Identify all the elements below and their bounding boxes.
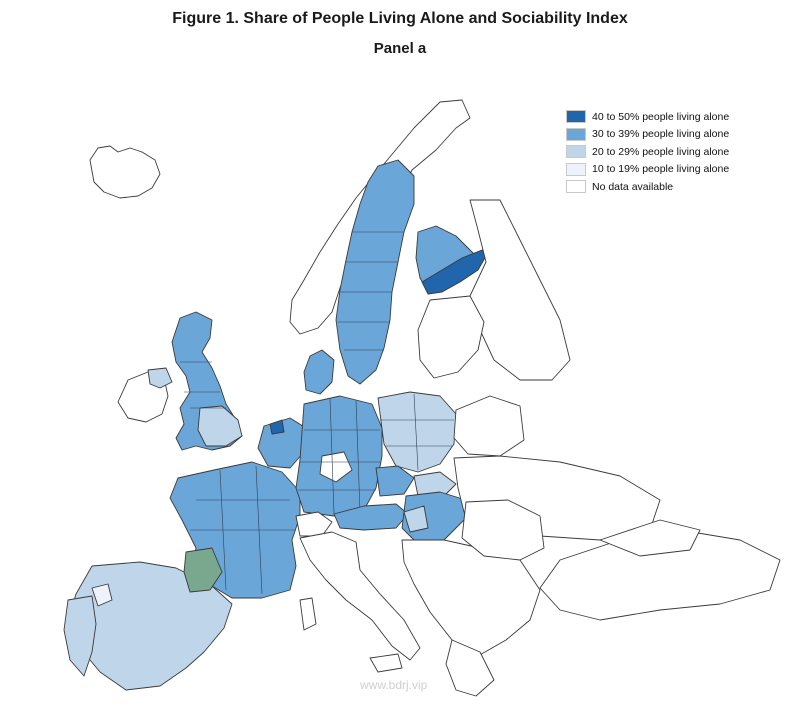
czechia: [375, 465, 415, 497]
legend-item: 30 to 39% people living alone: [566, 126, 729, 144]
switzerland: [295, 511, 333, 537]
sicily: [369, 653, 403, 673]
romania: [461, 499, 545, 561]
hungary-light: [403, 505, 429, 533]
figure-title: Figure 1. Share of People Living Alone a…: [172, 10, 628, 27]
slovakia: [413, 471, 457, 497]
legend-swatch-10-19: [566, 162, 586, 176]
watermark: www.bdrj.vip: [360, 678, 428, 692]
iceland: [89, 145, 161, 199]
benelux: [257, 417, 307, 469]
france-south-west: [183, 547, 223, 593]
northern-ireland: [147, 367, 173, 389]
legend-item: 20 to 29% people living alone: [566, 143, 729, 161]
spain-no-data: [91, 583, 113, 607]
gb-south-east: [197, 405, 243, 447]
sardinia: [299, 597, 317, 631]
netherlands-dark: [269, 419, 285, 435]
poland: [377, 391, 457, 473]
legend-label: 40 to 50% people living alone: [592, 110, 730, 123]
legend-label: 20 to 29% people living alone: [592, 145, 730, 158]
belarus: [453, 395, 525, 457]
baltics: [417, 295, 485, 379]
sweden: [335, 159, 415, 385]
legend-label: 10 to 19% people living alone: [592, 163, 730, 176]
legend-item: 40 to 50% people living alone: [566, 108, 729, 126]
europe-map: [63, 99, 781, 697]
legend-swatch-40-50: [566, 110, 586, 124]
austria: [333, 503, 409, 531]
hungary: [401, 491, 467, 545]
italy: [299, 531, 421, 661]
legend-swatch-20-29: [566, 145, 586, 159]
russia-west: [469, 199, 571, 381]
legend-item: No data available: [566, 178, 729, 196]
map-legend: 40 to 50% people living alone 30 to 39% …: [566, 108, 729, 196]
denmark: [303, 349, 335, 395]
finland-south: [421, 249, 487, 295]
portugal: [63, 595, 97, 677]
legend-swatch-no-data: [566, 180, 586, 194]
legend-label: 30 to 39% people living alone: [592, 128, 730, 141]
black-sea-coast: [599, 519, 701, 557]
greece: [445, 639, 495, 697]
legend-swatch-30-39: [566, 127, 586, 141]
legend-label: No data available: [592, 180, 674, 193]
germany-gap: [319, 451, 353, 483]
legend-item: 10 to 19% people living alone: [566, 161, 729, 179]
panel-label: Panel a: [373, 40, 427, 57]
